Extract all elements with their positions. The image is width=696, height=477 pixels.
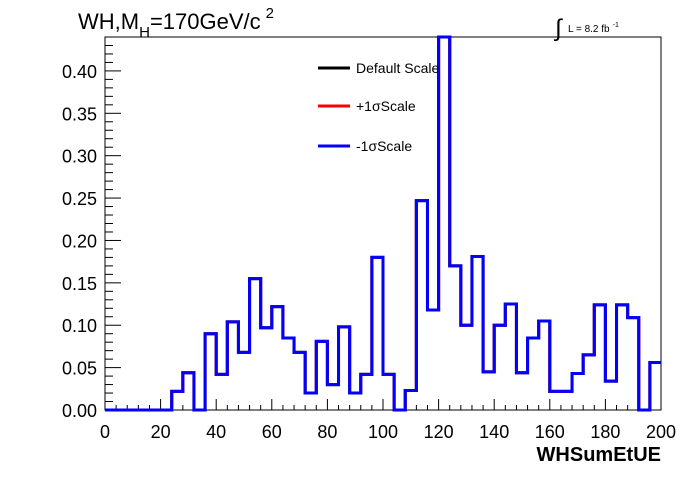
x-tick-label: 60 [262,422,282,442]
legend-label-minus1sigma: -1σScale [356,138,412,154]
luminosity-text: L = 8.2 fb -1 [568,22,619,35]
legend-label-default: Default Scale [356,60,439,76]
legend: Default Scale +1σScale -1σScale [318,60,439,154]
x-tick-label: 20 [151,422,171,442]
y-tick-label: 0.20 [62,231,97,251]
y-tick-label: 0.00 [62,401,97,421]
integral-sign: ∫ [553,15,563,42]
luminosity-label: ∫ L = 8.2 fb -1 [553,15,619,42]
x-tick-label: 200 [646,422,676,442]
y-tick-label: 0.35 [62,104,97,124]
x-tick-label: 160 [535,422,565,442]
chart-title-subscript: H [139,24,150,41]
axis-ticks: 0 20 40 60 80 100 120 140 160 180 200 0.00 0.05 0.10 0… [62,36,676,442]
luminosity-superscript: -1 [613,22,619,29]
x-tick-label: 100 [368,422,398,442]
y-tick-label: 0.10 [62,316,97,336]
x-tick-label: 40 [206,422,226,442]
y-tick-label: 0.25 [62,189,97,209]
y-tick-label: 0.05 [62,359,97,379]
chart-title-tail: =170GeV/c [150,9,261,34]
x-axis-label: WHSumEtUE [537,444,661,466]
x-tick-label: 120 [424,422,454,442]
series-layer [105,35,661,412]
y-tick-label: 0.30 [62,147,97,167]
x-tick-label: 0 [100,422,110,442]
x-tick-label: 180 [590,422,620,442]
legend-label-plus1sigma: +1σScale [356,98,416,114]
chart-title: WH,MH=170GeV/c 2 [78,5,274,41]
y-tick-label: 0.40 [62,62,97,82]
x-tick-label: 80 [317,422,337,442]
chart-title-superscript: 2 [266,5,274,22]
x-tick-label: 140 [479,422,509,442]
series-line-minus1sigma [105,35,661,412]
y-tick-label: 0.15 [62,274,97,294]
